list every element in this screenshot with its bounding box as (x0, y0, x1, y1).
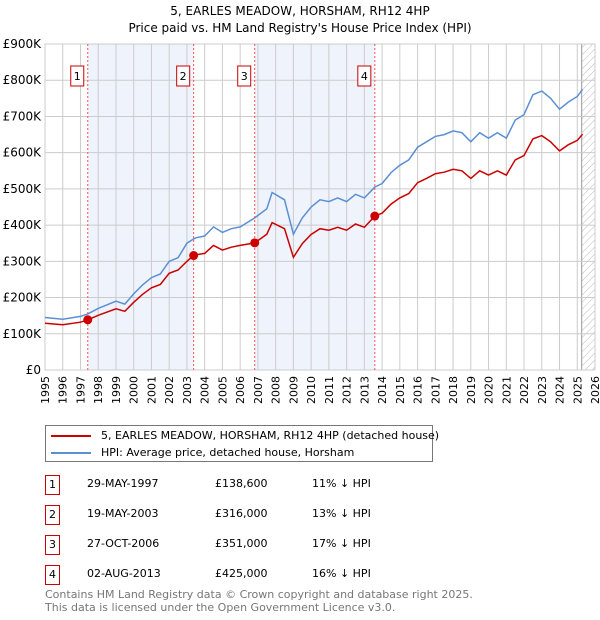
plot-border (44, 43, 596, 371)
sale-label-box (70, 65, 85, 87)
x-tick-label: 2007 (252, 376, 265, 404)
y-tick-label: £700K (3, 109, 43, 123)
legend-swatch-property (51, 435, 91, 437)
x-tick-label: 2023 (536, 376, 549, 404)
footer-copyright: Contains HM Land Registry data © Crown c… (45, 588, 473, 601)
chart-title: 5, EARLES MEADOW, HORSHAM, RH12 4HP (170, 4, 429, 18)
y-tick-label: £400K (3, 218, 43, 232)
x-tick-label: 2011 (323, 376, 336, 404)
sale-hpi-diff: 16% ↓ HPI (312, 567, 371, 580)
forecast-hatch (581, 44, 595, 370)
sale-date: 19-MAY-2003 (87, 507, 159, 520)
x-tick-label: 1996 (57, 376, 70, 404)
y-tick-label: £300K (3, 254, 43, 268)
sale-point (189, 251, 199, 261)
x-tick-label: 2020 (483, 376, 496, 404)
x-tick-label: 2002 (163, 376, 176, 404)
sale-price: £351,000 (215, 537, 268, 550)
x-tick-label: 2012 (341, 376, 354, 404)
x-tick-label: 2022 (518, 376, 531, 404)
shaded-period (87, 44, 194, 370)
chart-subtitle: Price paid vs. HM Land Registry's House … (128, 21, 471, 35)
x-tick-label: 2005 (216, 376, 229, 404)
x-tick-label: 2000 (128, 376, 141, 404)
sale-point (83, 315, 93, 325)
x-tick-label: 2013 (358, 376, 371, 404)
x-tick-label: 2010 (305, 376, 318, 404)
sale-label-box (176, 65, 191, 87)
legend-label-hpi: HPI: Average price, detached house, Hors… (101, 446, 355, 459)
sale-label: 1 (74, 70, 81, 83)
sale-date: 29-MAY-1997 (87, 477, 159, 490)
sale-label-box (237, 65, 252, 87)
legend-label-property: 5, EARLES MEADOW, HORSHAM, RH12 4HP (det… (101, 429, 440, 442)
y-tick-label: £900K (3, 37, 43, 51)
x-tick-label: 2003 (181, 376, 194, 404)
sale-label: 4 (361, 70, 368, 83)
x-tick-label: 2024 (554, 376, 567, 404)
x-tick-label: 1995 (39, 376, 52, 404)
legend: 5, EARLES MEADOW, HORSHAM, RH12 4HP (det… (45, 425, 439, 462)
hpi-line (44, 88, 584, 321)
sale-hpi-diff: 17% ↓ HPI (312, 537, 371, 550)
legend-swatch-hpi (51, 452, 91, 454)
y-tick-label: £200K (3, 291, 43, 305)
x-tick-label: 2018 (447, 376, 460, 404)
sale-number: 4 (45, 565, 60, 585)
property-price-line (44, 133, 584, 326)
x-tick-label: 2014 (376, 376, 389, 404)
x-tick-label: 1999 (110, 376, 123, 404)
sale-hpi-diff: 13% ↓ HPI (312, 507, 371, 520)
sale-label: 2 (180, 70, 187, 83)
x-tick-label: 1997 (74, 376, 87, 404)
sale-hpi-diff: 11% ↓ HPI (312, 477, 371, 490)
x-tick-label: 1998 (92, 376, 105, 404)
x-tick-label: 2017 (429, 376, 442, 404)
sale-point (370, 211, 380, 221)
sale-label-box (357, 65, 372, 87)
x-tick-label: 2016 (412, 376, 425, 404)
x-tick-label: 2006 (234, 376, 247, 404)
x-tick-label: 2015 (394, 376, 407, 404)
sale-point (250, 238, 260, 248)
x-tick-label: 2021 (500, 376, 513, 404)
sale-price: £316,000 (215, 507, 268, 520)
x-tick-label: 2019 (465, 376, 478, 404)
sale-number: 1 (45, 475, 60, 495)
y-tick-label: £500K (3, 182, 43, 196)
y-tick-label: £800K (3, 73, 43, 87)
footer-licence: This data is licensed under the Open Gov… (45, 601, 396, 614)
x-tick-label: 2009 (287, 376, 300, 404)
y-tick-label: £0 (26, 363, 41, 377)
sale-price: £138,600 (215, 477, 268, 490)
sale-number: 2 (45, 505, 60, 525)
sale-date: 27-OCT-2006 (87, 537, 160, 550)
x-tick-label: 2004 (199, 376, 212, 404)
price-chart: 5, EARLES MEADOW, HORSHAM, RH12 4HP Pric… (3, 4, 600, 404)
x-tick-label: 2001 (145, 376, 158, 404)
sale-label: 3 (241, 70, 248, 83)
x-tick-label: 2025 (571, 376, 584, 404)
sale-price: £425,000 (215, 567, 268, 580)
x-tick-label: 2026 (589, 376, 600, 404)
sale-number: 3 (45, 535, 60, 555)
y-tick-label: £600K (3, 146, 43, 160)
y-tick-label: £100K (3, 327, 43, 341)
sale-date: 02-AUG-2013 (87, 567, 161, 580)
shaded-period (254, 44, 375, 370)
x-tick-label: 2008 (270, 376, 283, 404)
